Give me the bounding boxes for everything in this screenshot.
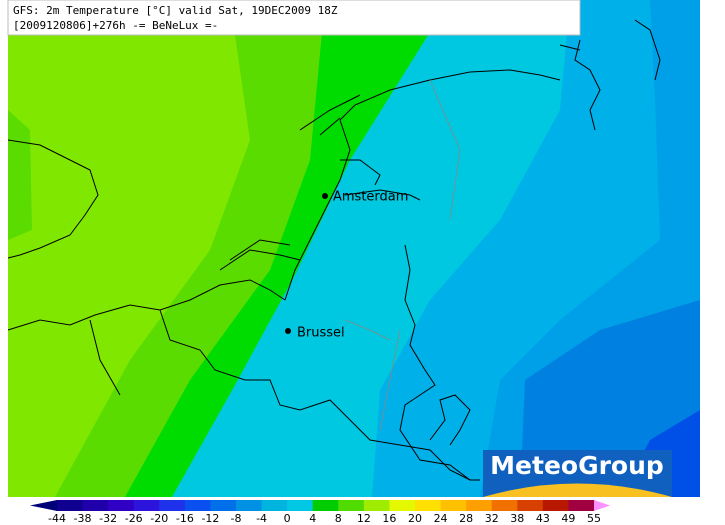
colorbar-segment (542, 500, 569, 511)
colorbar-segment (517, 500, 544, 511)
colorbar-segment (389, 500, 416, 511)
map: Amsterdam Brussel (7, 0, 700, 497)
colorbar-segment (210, 500, 237, 511)
colorbar-segment (491, 500, 518, 511)
colorbar-segment (236, 500, 263, 511)
colorbar-tick-label: 38 (510, 512, 524, 525)
colorbar-segment (287, 500, 314, 511)
colorbar-segment (466, 500, 493, 511)
colorbar-tick-label: -38 (74, 512, 92, 525)
colorbar-tick-label: 32 (485, 512, 499, 525)
colorbar-segment (415, 500, 442, 511)
colorbar-tick-label: 16 (382, 512, 396, 525)
colorbar-tick-label: -16 (176, 512, 194, 525)
city-label: Brussel (297, 326, 345, 341)
colorbar-segment (440, 500, 467, 511)
colorbar-tick-label: -20 (150, 512, 168, 525)
colorbar-segment (57, 500, 84, 511)
logo: MeteoGroup (483, 450, 672, 497)
colorbar-tick-label: 0 (284, 512, 291, 525)
colorbar-tick-label: 8 (335, 512, 342, 525)
logo-text: MeteoGroup (490, 451, 664, 480)
colorbar-segment (312, 500, 339, 511)
colorbar-tick-label: 4 (309, 512, 316, 525)
colorbar-segment (568, 500, 595, 511)
colorbar-segment (82, 500, 109, 511)
colorbar-segment (261, 500, 288, 511)
colorbar-segment (184, 500, 211, 511)
colorbar-tick-label: 49 (561, 512, 575, 525)
colorbar-segment (133, 500, 160, 511)
colorbar-end (30, 500, 57, 511)
colorbar-tick-label: 43 (536, 512, 550, 525)
city-label: Amsterdam (333, 190, 408, 205)
colorbar-tick-label: 12 (357, 512, 371, 525)
colorbar-segment (159, 500, 186, 511)
colorbar-tick-label: -12 (201, 512, 219, 525)
colorbar-tick-label: 20 (408, 512, 422, 525)
subtitle-line: [2009120806]+276h -= BeNeLux =- (13, 19, 218, 32)
colorbar-segment (338, 500, 365, 511)
colorbar: -44 -38 -32 -26 -20 -16 -12 -8 -4 0 4 8 12 16 20 24 28 32… (30, 500, 610, 525)
colorbar-tick-label: 28 (459, 512, 473, 525)
colorbar-tick-label: 55 (587, 512, 601, 525)
colorbar-tick-label: -32 (99, 512, 117, 525)
colorbar-tick-label: 24 (434, 512, 448, 525)
colorbar-tick-label: -26 (125, 512, 143, 525)
colorbar-tick-label: -4 (256, 512, 267, 525)
colorbar-end (594, 500, 610, 511)
colorbar-segment (108, 500, 135, 511)
colorbar-tick-label: -44 (48, 512, 66, 525)
colorbar-tick-label: -8 (231, 512, 242, 525)
colorbar-segment (363, 500, 390, 511)
title-line: GFS: 2m Temperature [°C] valid Sat, 19DE… (13, 4, 338, 17)
title-box: GFS: 2m Temperature [°C] valid Sat, 19DE… (7, 0, 581, 36)
